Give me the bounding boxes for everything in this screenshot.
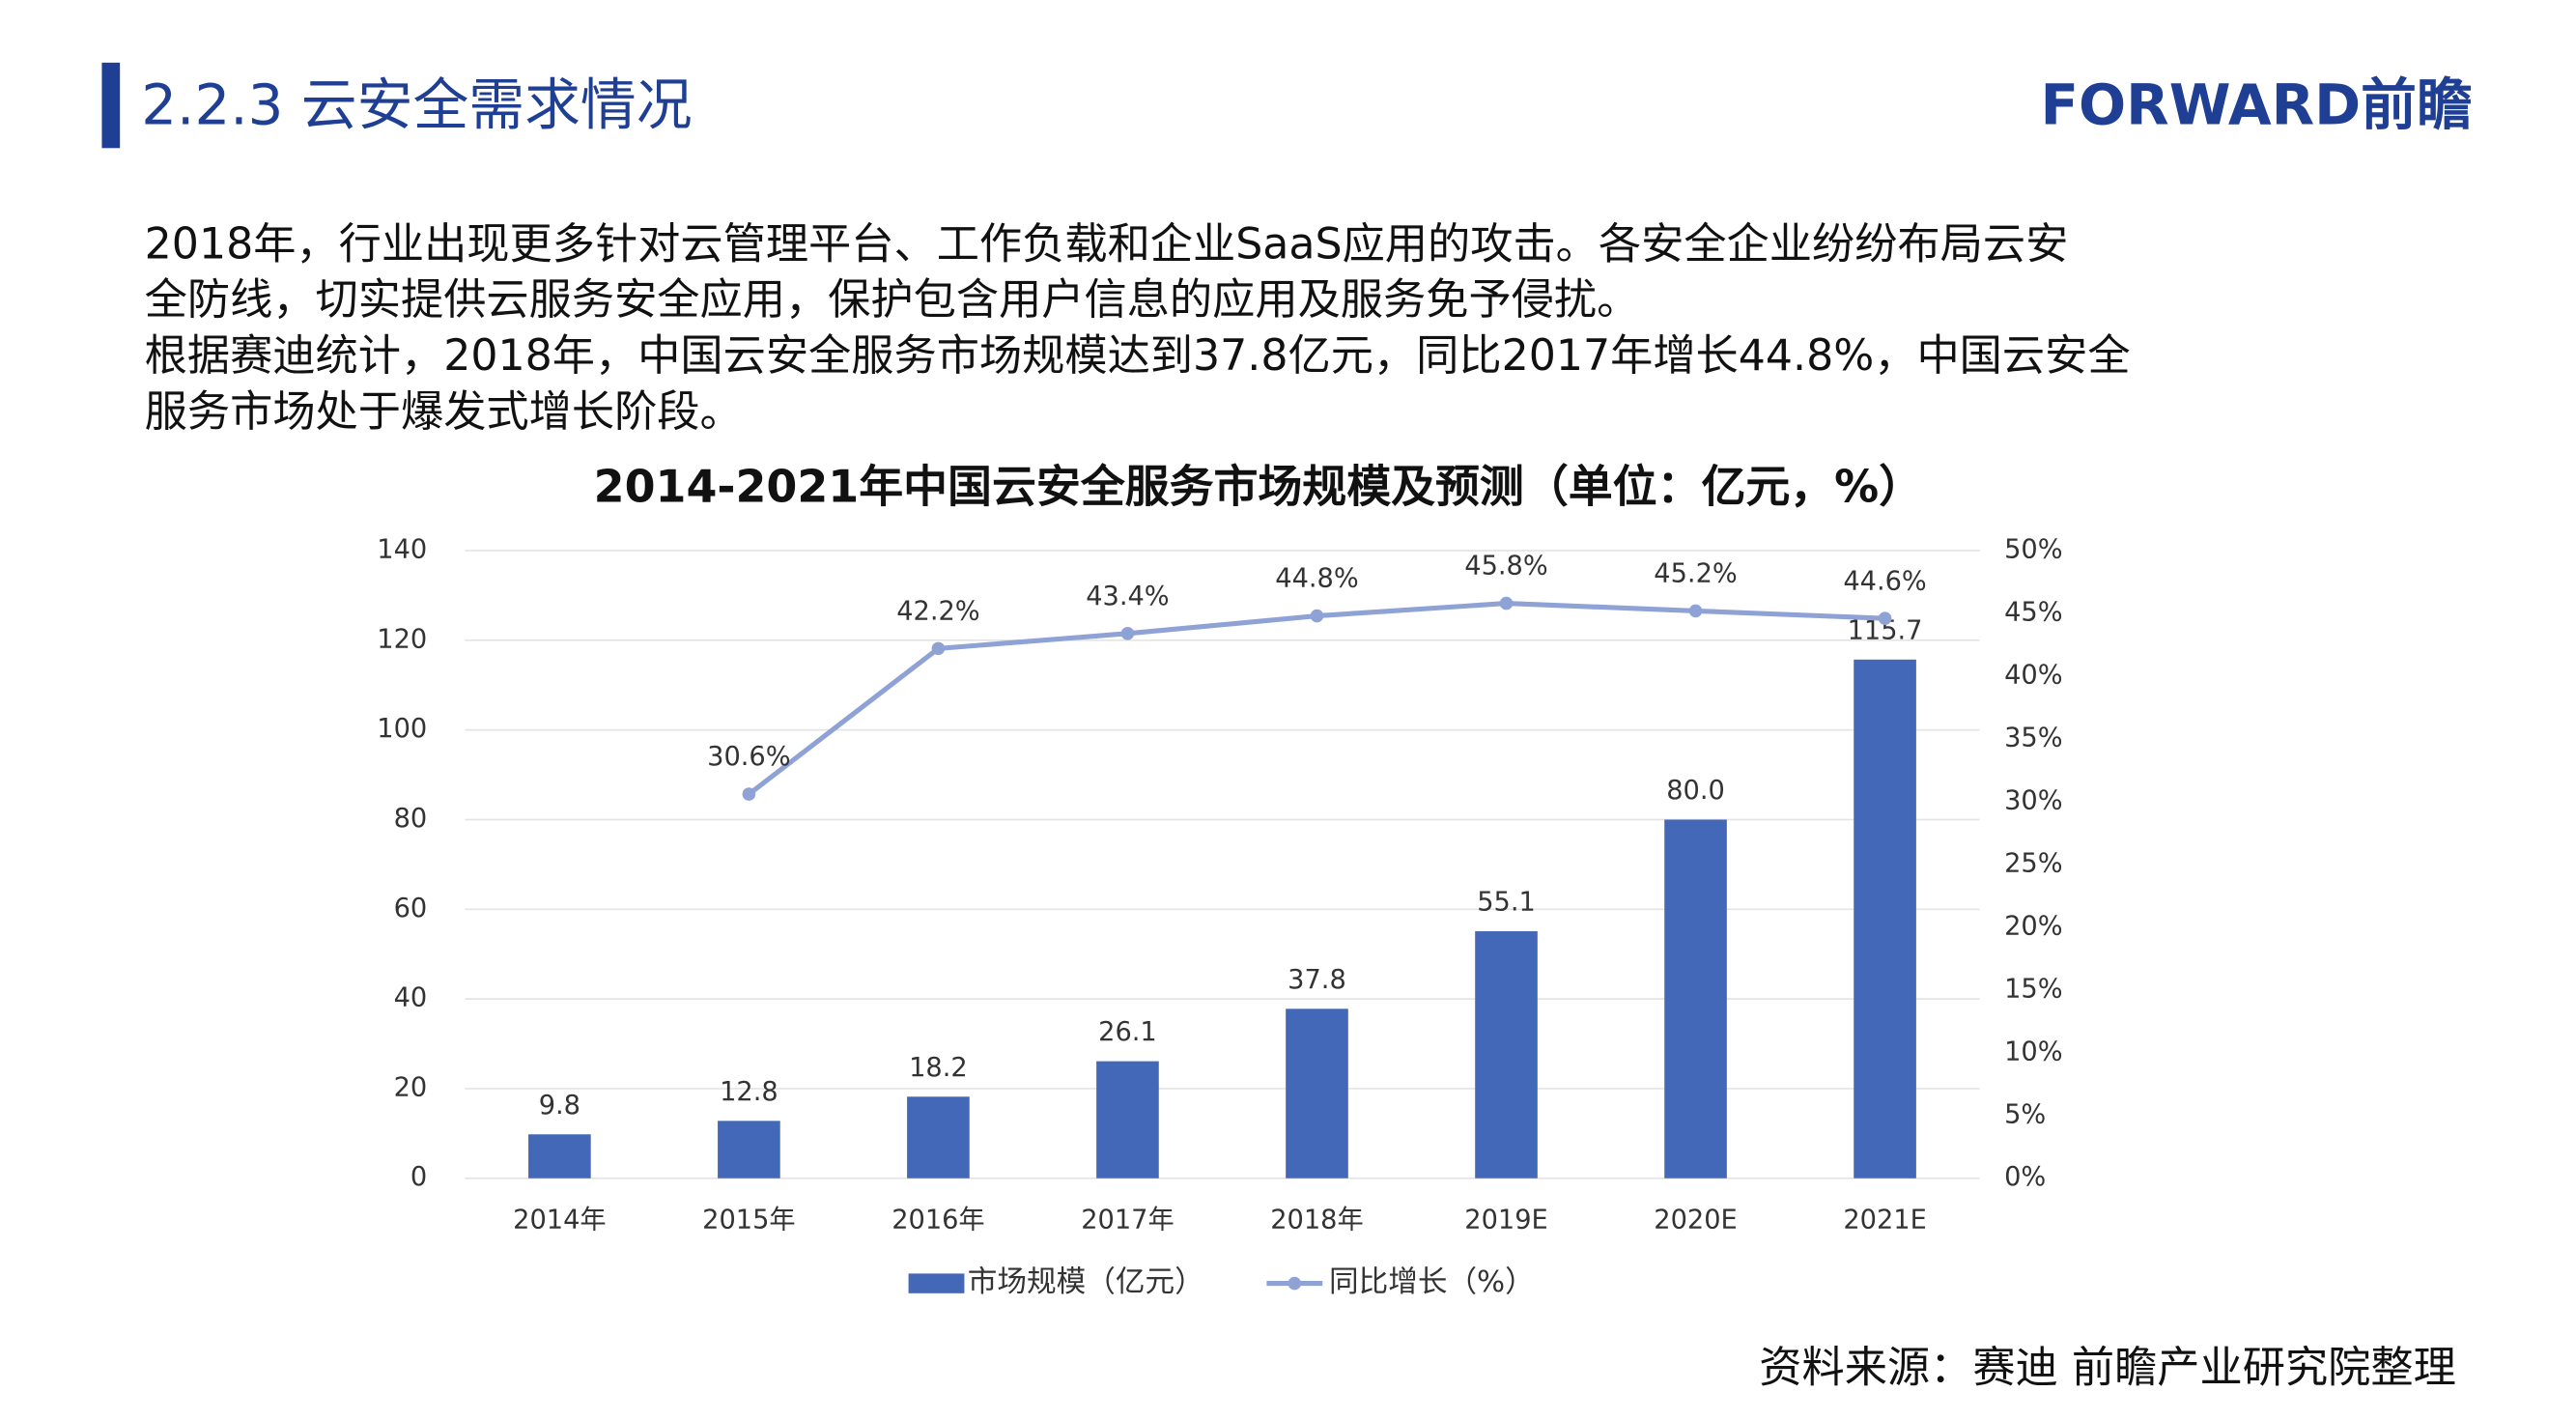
data-label: 26.1 bbox=[1098, 1017, 1157, 1047]
y2-tick-label: 45% bbox=[2004, 597, 2062, 627]
y2-tick-label: 35% bbox=[2004, 723, 2062, 753]
data-label: 44.6% bbox=[1843, 566, 1926, 596]
line-point bbox=[1878, 611, 1892, 625]
data-label: 43.4% bbox=[1086, 582, 1169, 611]
y-tick-label: 80 bbox=[394, 804, 428, 834]
bar bbox=[1096, 1061, 1159, 1179]
paragraph-line: 全防线，切实提供云服务安全应用，保护包含用户信息的应用及服务免予侵扰。 bbox=[145, 275, 1640, 325]
data-label: 45.8% bbox=[1464, 552, 1547, 582]
x-tick-label: 2018年 bbox=[1270, 1205, 1363, 1235]
data-label: 45.2% bbox=[1654, 558, 1737, 588]
legend-label: 市场规模（亿元） bbox=[968, 1265, 1204, 1299]
bar bbox=[1475, 931, 1538, 1179]
line-point bbox=[1499, 596, 1514, 611]
y2-tick-label: 30% bbox=[2004, 785, 2062, 815]
line-point bbox=[742, 787, 756, 801]
bar bbox=[1854, 659, 1916, 1179]
line-point bbox=[1120, 626, 1135, 640]
x-tick-label: 2014年 bbox=[513, 1205, 606, 1235]
plot: 0 20 40 60 80 100 120 140 0% 5% 10% 15% 20% 25% 30% 35%… bbox=[377, 535, 2062, 1300]
y2-tick-label: 10% bbox=[2004, 1037, 2062, 1066]
data-label: 30.6% bbox=[707, 742, 790, 772]
header-bar bbox=[101, 62, 121, 149]
line-point bbox=[1688, 604, 1703, 618]
x-tick-label: 2019E bbox=[1464, 1205, 1547, 1235]
line-point bbox=[1310, 609, 1324, 623]
line-point bbox=[931, 641, 946, 656]
data-label: 37.8 bbox=[1288, 965, 1346, 995]
data-label: 9.8 bbox=[539, 1091, 580, 1121]
x-tick-label: 2016年 bbox=[892, 1205, 984, 1235]
data-label: 12.8 bbox=[720, 1077, 778, 1107]
line bbox=[747, 601, 1885, 797]
y-tick-label: 60 bbox=[394, 894, 428, 923]
paragraph-line: 2018年，行业出现更多针对云管理平台、工作负载和企业SaaS应用的攻击。各安全… bbox=[145, 219, 2069, 269]
bar bbox=[718, 1121, 780, 1179]
data-label: 80.0 bbox=[1666, 776, 1725, 806]
y-tick-label: 0 bbox=[410, 1162, 427, 1192]
data-label: 42.2% bbox=[896, 596, 979, 626]
source: 资料来源：赛迪 前瞻产业研究院整理 bbox=[1759, 1344, 2456, 1393]
bar bbox=[1664, 819, 1727, 1179]
bar bbox=[1286, 1008, 1348, 1179]
x-tick-label: 2015年 bbox=[702, 1205, 795, 1235]
bar bbox=[907, 1096, 970, 1179]
y-tick-label: 40 bbox=[394, 983, 428, 1013]
logo: FORWARD前瞻 bbox=[2041, 72, 2473, 138]
y2-tick-label: 50% bbox=[2004, 535, 2062, 565]
y-tick-label: 120 bbox=[377, 624, 427, 654]
data-label: 18.2 bbox=[909, 1053, 968, 1083]
paragraph-line: 服务市场处于爆发式增长阶段。 bbox=[145, 387, 743, 437]
bar bbox=[528, 1134, 591, 1179]
data-label: 44.8% bbox=[1275, 564, 1358, 594]
data-label: 55.1 bbox=[1477, 888, 1536, 918]
y2-tick-label: 5% bbox=[2004, 1099, 2046, 1129]
y2-tick-label: 20% bbox=[2004, 911, 2062, 941]
paragraph-line: 根据赛迪统计，2018年，中国云安全服务市场规模达到37.8亿元，同比2017年… bbox=[145, 331, 2131, 381]
legend-swatch bbox=[1288, 1276, 1302, 1291]
chart-title: 2014-2021年中国云安全服务市场规模及预测（单位：亿元，%） bbox=[594, 461, 1923, 513]
y2-tick-label: 25% bbox=[2004, 848, 2062, 878]
x-tick-label: 2021E bbox=[1843, 1205, 1926, 1235]
header-title: 2.2.3 云安全需求情况 bbox=[141, 72, 692, 138]
y2-tick-label: 40% bbox=[2004, 660, 2062, 690]
x-tick-label: 2017年 bbox=[1081, 1205, 1174, 1235]
y-tick-label: 140 bbox=[377, 535, 427, 565]
legend-swatch bbox=[908, 1273, 965, 1293]
y-tick-label: 20 bbox=[394, 1072, 428, 1102]
x-tick-label: 2020E bbox=[1654, 1205, 1737, 1235]
y-tick-label: 100 bbox=[377, 714, 427, 744]
y2-tick-label: 0% bbox=[2004, 1162, 2046, 1192]
legend-label: 同比增长（%） bbox=[1329, 1265, 1535, 1299]
y2-tick-label: 15% bbox=[2004, 974, 2062, 1004]
